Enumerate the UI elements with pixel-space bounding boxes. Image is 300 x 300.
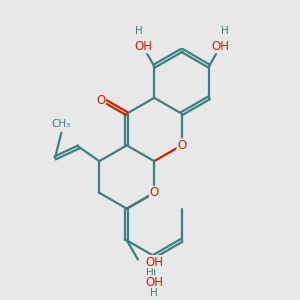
Text: CH₃: CH₃ xyxy=(52,119,71,129)
Text: OH: OH xyxy=(211,40,229,53)
Text: OH: OH xyxy=(145,276,163,289)
Text: O: O xyxy=(177,139,186,152)
Text: H: H xyxy=(134,26,142,36)
Text: H: H xyxy=(150,288,158,298)
Text: H: H xyxy=(146,268,154,278)
Text: O: O xyxy=(150,186,159,199)
Text: H: H xyxy=(221,26,229,36)
Text: OH: OH xyxy=(134,40,152,53)
Text: O: O xyxy=(96,94,106,107)
Text: OH: OH xyxy=(146,256,164,268)
